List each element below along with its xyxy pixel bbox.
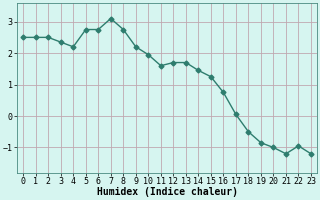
X-axis label: Humidex (Indice chaleur): Humidex (Indice chaleur) [97,187,237,197]
